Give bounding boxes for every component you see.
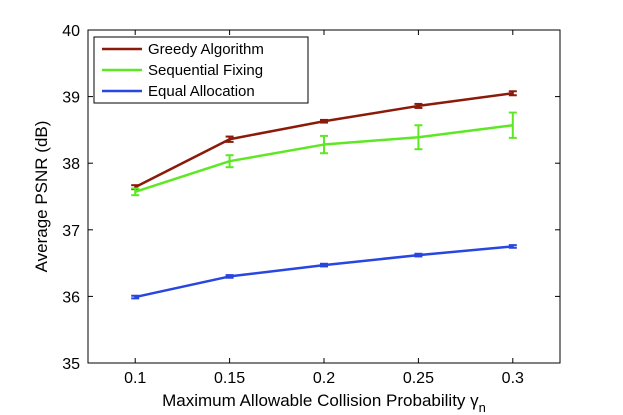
- tick-layer: 0.1 0.15 0.2 0.25 0.3 35 36 37 38 39 40: [62, 23, 560, 387]
- x-tick-label: 0.15: [214, 370, 245, 387]
- y-tick-label: 36: [62, 289, 80, 306]
- y-tick-label: 38: [62, 156, 80, 173]
- x-tick-label: 0.1: [124, 370, 146, 387]
- y-tick-label: 40: [62, 23, 80, 40]
- x-axis-title: Maximum Allowable Collision Probability …: [162, 391, 486, 415]
- legend: Greedy Algorithm Sequential Fixing Equal A…: [93, 36, 309, 104]
- legend-label-3: Equal Allocation: [148, 83, 255, 100]
- x-tick-label: 0.25: [403, 370, 434, 387]
- x-tick-label: 0.3: [502, 370, 524, 387]
- y-tick-label: 37: [62, 223, 80, 240]
- y-axis-title: Average PSNR (dB): [32, 121, 51, 273]
- x-axis-title-main: Maximum Allowable Collision Probability …: [162, 391, 479, 410]
- x-tick-label: 0.2: [313, 370, 335, 387]
- y-tick-label: 39: [62, 90, 80, 107]
- x-axis-title-subscript: n: [479, 400, 486, 415]
- series-layer: [131, 90, 517, 300]
- legend-label-2: Sequential Fixing: [148, 62, 263, 79]
- y-tick-label: 35: [62, 356, 80, 373]
- legend-label-1: Greedy Algorithm: [148, 41, 264, 58]
